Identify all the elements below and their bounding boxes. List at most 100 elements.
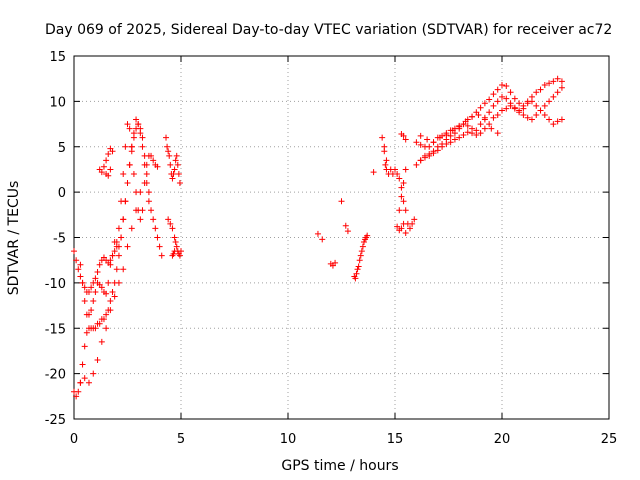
data-point bbox=[111, 293, 118, 300]
data-point bbox=[524, 100, 531, 107]
data-point bbox=[314, 230, 321, 237]
data-point bbox=[456, 122, 463, 129]
data-point bbox=[486, 96, 493, 103]
data-point bbox=[344, 228, 351, 235]
data-point bbox=[75, 266, 82, 273]
data-point bbox=[109, 252, 116, 259]
data-point bbox=[124, 243, 131, 250]
data-point bbox=[105, 279, 112, 286]
data-point bbox=[166, 152, 173, 159]
series-isolated-11-14h bbox=[314, 198, 351, 269]
data-point bbox=[165, 148, 172, 155]
data-point bbox=[511, 95, 518, 102]
data-point bbox=[494, 130, 501, 137]
series-trace-c bbox=[77, 116, 152, 318]
data-point bbox=[499, 93, 505, 100]
data-point bbox=[421, 154, 428, 161]
data-point bbox=[167, 220, 174, 227]
data-point bbox=[98, 169, 105, 176]
data-point bbox=[120, 216, 127, 223]
data-point bbox=[554, 75, 561, 82]
data-point bbox=[173, 152, 180, 159]
data-point bbox=[537, 86, 544, 93]
data-point bbox=[541, 102, 548, 109]
data-point bbox=[443, 141, 450, 148]
data-point bbox=[528, 98, 535, 105]
data-point bbox=[490, 91, 497, 98]
data-point bbox=[103, 325, 110, 332]
data-point bbox=[150, 216, 157, 223]
data-point bbox=[490, 102, 497, 109]
data-point bbox=[449, 127, 456, 134]
data-point bbox=[558, 84, 565, 91]
data-point bbox=[124, 180, 131, 187]
data-point bbox=[141, 152, 148, 159]
data-point bbox=[122, 198, 129, 205]
data-point bbox=[90, 298, 97, 305]
data-point bbox=[550, 93, 557, 100]
data-point bbox=[156, 243, 163, 250]
data-point bbox=[456, 134, 463, 141]
data-point bbox=[115, 243, 122, 250]
data-point bbox=[126, 125, 133, 132]
data-point bbox=[469, 130, 476, 137]
data-point bbox=[73, 393, 80, 400]
data-point bbox=[169, 225, 176, 232]
data-point bbox=[85, 379, 92, 386]
data-point bbox=[133, 116, 140, 123]
data-point bbox=[172, 157, 179, 164]
data-point bbox=[516, 107, 523, 114]
chart-title: Day 069 of 2025, Sidereal Day-to-day VTE… bbox=[45, 22, 612, 38]
data-point bbox=[430, 139, 437, 146]
data-point bbox=[499, 107, 505, 114]
data-point bbox=[92, 325, 99, 332]
x-tick-label: 0 bbox=[70, 432, 78, 447]
data-point bbox=[413, 161, 420, 168]
data-point bbox=[494, 111, 501, 118]
data-point bbox=[128, 225, 135, 232]
data-point bbox=[170, 170, 177, 177]
data-point bbox=[507, 89, 514, 96]
data-point bbox=[394, 170, 401, 177]
data-point bbox=[81, 375, 88, 382]
data-point bbox=[137, 130, 144, 137]
data-point bbox=[436, 134, 443, 141]
data-point bbox=[503, 82, 510, 89]
data-point bbox=[503, 95, 510, 102]
data-point bbox=[434, 147, 441, 154]
data-point bbox=[81, 298, 88, 305]
data-point bbox=[107, 298, 114, 305]
data-point bbox=[171, 234, 178, 241]
data-point bbox=[113, 239, 120, 246]
data-point bbox=[364, 232, 371, 239]
data-point bbox=[122, 143, 129, 150]
data-point bbox=[79, 279, 86, 286]
data-point bbox=[417, 132, 424, 139]
data-point bbox=[143, 170, 150, 177]
data-point bbox=[398, 225, 405, 232]
data-point bbox=[83, 329, 90, 336]
data-point bbox=[148, 207, 155, 214]
data-point bbox=[319, 236, 326, 243]
data-point bbox=[154, 163, 161, 170]
data-point bbox=[107, 261, 114, 268]
data-point bbox=[554, 89, 561, 96]
data-point bbox=[128, 143, 135, 150]
data-point bbox=[396, 175, 403, 182]
data-point bbox=[402, 207, 409, 214]
data-point bbox=[103, 311, 110, 318]
series-trace-d bbox=[77, 189, 144, 386]
data-point bbox=[370, 169, 377, 176]
data-point bbox=[338, 198, 345, 205]
data-point bbox=[379, 134, 386, 141]
data-point bbox=[481, 100, 488, 107]
data-point bbox=[396, 207, 403, 214]
data-point bbox=[172, 239, 179, 246]
data-point bbox=[163, 134, 170, 141]
data-point bbox=[398, 193, 405, 200]
data-point bbox=[115, 225, 122, 232]
data-point bbox=[143, 180, 150, 187]
data-point bbox=[173, 243, 180, 250]
data-point bbox=[145, 189, 152, 196]
